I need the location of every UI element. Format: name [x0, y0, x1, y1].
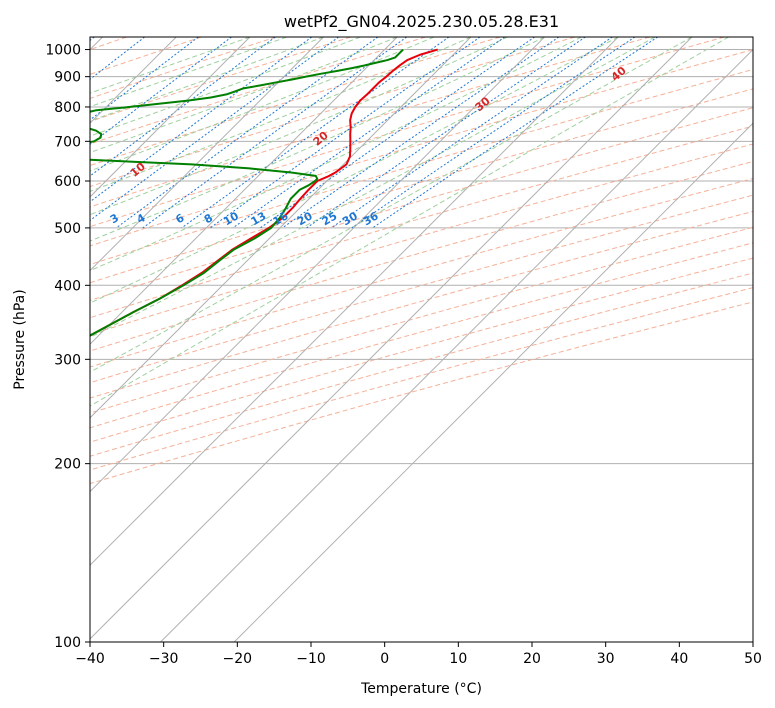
x-tick-label: 0: [380, 651, 389, 667]
plot-frame: [89, 36, 754, 643]
x-tick-label: 50: [744, 651, 762, 667]
y-tick-label: 800: [54, 100, 81, 116]
dry-adiabat-line: [90, 194, 753, 384]
mixing-ratio-line: [306, 37, 586, 229]
isotherm-line: [233, 122, 753, 642]
y-tick-label: 100: [54, 635, 81, 651]
dry-adiabat-line: [90, 68, 753, 266]
dry-adiabat-line: [90, 257, 753, 443]
y-tick-label: 900: [54, 70, 81, 86]
x-tick-label: −10: [296, 651, 326, 667]
y-tick-label: 400: [54, 278, 81, 294]
dry-adiabat-line: [90, 272, 753, 457]
isotherm-line: [90, 37, 398, 345]
x-tick-label: 10: [449, 651, 467, 667]
x-tick-label: −20: [223, 651, 253, 667]
isotherm-line: [90, 37, 693, 640]
y-tick-label: 700: [54, 134, 81, 150]
y-tick-label: 500: [54, 221, 81, 237]
dry-adiabat-line: [90, 107, 753, 301]
y-tick-label: 300: [54, 352, 81, 368]
y-tick-label: 200: [54, 457, 81, 473]
dry-adiabat-line: [90, 125, 753, 319]
moist-adiabat-line: [90, 37, 619, 304]
mixing-ratio-line: [90, 37, 339, 222]
moist-adiabat-line: [90, 37, 693, 373]
dry-adiabat-line: [90, 177, 753, 368]
dry-adiabat-line: [90, 37, 576, 188]
dry-adiabat-line: [90, 88, 753, 284]
isotherm-line: [90, 37, 251, 198]
dry-adiabat-line: [90, 301, 753, 485]
x-axis-title: Temperature (°C): [360, 681, 482, 697]
mixing-ratio-line: [90, 37, 199, 121]
mixing-ratio-line: [90, 37, 232, 145]
dry-adiabat-line: [90, 160, 753, 352]
moist-adiabat-line: [90, 37, 729, 407]
axes: −40 −30 −20 −10 0 10 20 30 40 50 100 200 300 400 500 60…: [45, 43, 762, 667]
grid-lines: [90, 49, 753, 642]
isotherm-line: [160, 48, 753, 642]
mixing-ratio-line: [259, 37, 535, 229]
mixing-ratio-line: [209, 37, 481, 229]
mixing-ratio-line: [115, 37, 379, 229]
isotherms: [90, 37, 753, 642]
sounding-profiles: [90, 48, 438, 337]
dry-adiabat-line: [90, 37, 650, 208]
x-tick-label: −40: [75, 651, 105, 667]
dry-adiabat-line: [90, 49, 753, 247]
moist-adiabat-line: [90, 37, 545, 242]
y-axis-title: Pressure (hPa): [12, 289, 28, 389]
dewpoint-profile-line: [90, 48, 404, 337]
isotherm-line: [90, 37, 619, 566]
dry-adiabat-line: [90, 226, 753, 414]
mixing-ratio-line: [282, 37, 560, 229]
x-tick-label: 30: [597, 651, 615, 667]
y-tick-label: 1000: [45, 43, 81, 59]
mixing-ratio-line: [90, 37, 95, 42]
mixing-ratio-line: [351, 37, 636, 229]
dry-adiabat-line: [90, 37, 426, 145]
isotherm-line: [90, 37, 324, 272]
mixing-ratio-label: 1: [13, 211, 26, 226]
x-tick-label: 20: [523, 651, 541, 667]
x-tick-label: 40: [670, 651, 688, 667]
y-tick-label: 600: [54, 174, 81, 190]
moist-adiabat-line: [90, 37, 472, 192]
dry-adiabat-line: [90, 37, 725, 228]
x-tick-label: −30: [149, 651, 179, 667]
mixing-ratio-line: [181, 37, 450, 229]
isotherm-line: [90, 37, 545, 493]
chart-title: wetPf2_GN04.2025.230.05.28.E31: [284, 12, 559, 32]
isotherm-line: [90, 37, 472, 419]
